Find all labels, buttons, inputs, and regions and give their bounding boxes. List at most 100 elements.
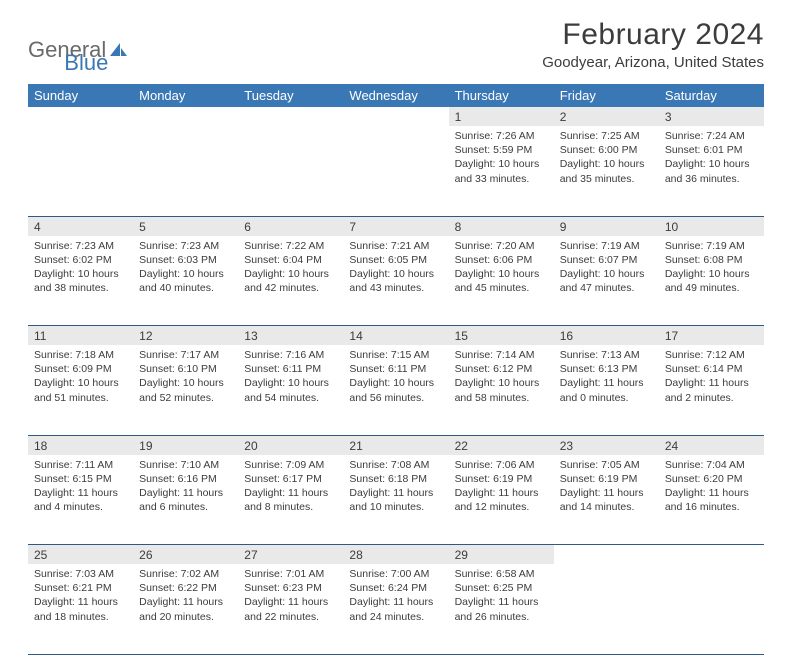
weekday-header: Friday [554,84,659,107]
day-number-cell: 26 [133,545,238,565]
day-info-cell: Sunrise: 7:02 AMSunset: 6:22 PMDaylight:… [133,564,238,654]
header: General Blue February 2024 Goodyear, Ari… [28,18,764,76]
day-info [554,564,659,573]
day-info-cell: Sunrise: 7:16 AMSunset: 6:11 PMDaylight:… [238,345,343,435]
week-info-row: Sunrise: 7:26 AMSunset: 5:59 PMDaylight:… [28,126,764,216]
day-info: Sunrise: 7:14 AMSunset: 6:12 PMDaylight:… [449,345,554,411]
day-info-cell: Sunrise: 7:24 AMSunset: 6:01 PMDaylight:… [659,126,764,216]
weekday-header: Saturday [659,84,764,107]
day-info: Sunrise: 7:24 AMSunset: 6:01 PMDaylight:… [659,126,764,192]
day-number-cell: 16 [554,326,659,346]
day-info-cell: Sunrise: 7:00 AMSunset: 6:24 PMDaylight:… [343,564,448,654]
day-number: 20 [238,436,343,455]
day-number-cell [28,107,133,126]
day-number-cell: 27 [238,545,343,565]
day-number-cell: 7 [343,216,448,236]
day-number-cell [554,545,659,565]
day-number-cell: 23 [554,435,659,455]
week-daynum-row: 11121314151617 [28,326,764,346]
day-info: Sunrise: 7:12 AMSunset: 6:14 PMDaylight:… [659,345,764,411]
day-info-cell [659,564,764,654]
day-number-cell: 20 [238,435,343,455]
day-info-cell: Sunrise: 7:22 AMSunset: 6:04 PMDaylight:… [238,236,343,326]
day-number-cell: 3 [659,107,764,126]
day-number-cell [238,107,343,126]
day-number: 8 [449,217,554,236]
day-info-cell: Sunrise: 7:04 AMSunset: 6:20 PMDaylight:… [659,455,764,545]
day-info-cell: Sunrise: 7:11 AMSunset: 6:15 PMDaylight:… [28,455,133,545]
day-number: 25 [28,545,133,564]
day-info-cell: Sunrise: 6:58 AMSunset: 6:25 PMDaylight:… [449,564,554,654]
day-info: Sunrise: 7:21 AMSunset: 6:05 PMDaylight:… [343,236,448,302]
day-info: Sunrise: 7:15 AMSunset: 6:11 PMDaylight:… [343,345,448,411]
day-number-cell: 5 [133,216,238,236]
day-number: 11 [28,326,133,345]
day-number-cell: 9 [554,216,659,236]
day-info-cell: Sunrise: 7:08 AMSunset: 6:18 PMDaylight:… [343,455,448,545]
day-info: Sunrise: 7:11 AMSunset: 6:15 PMDaylight:… [28,455,133,521]
day-info: Sunrise: 7:06 AMSunset: 6:19 PMDaylight:… [449,455,554,521]
day-number-cell: 18 [28,435,133,455]
day-info: Sunrise: 7:03 AMSunset: 6:21 PMDaylight:… [28,564,133,630]
day-info-cell: Sunrise: 7:15 AMSunset: 6:11 PMDaylight:… [343,345,448,435]
day-number: 28 [343,545,448,564]
day-info-cell: Sunrise: 7:21 AMSunset: 6:05 PMDaylight:… [343,236,448,326]
day-info-cell: Sunrise: 7:12 AMSunset: 6:14 PMDaylight:… [659,345,764,435]
day-number-cell: 12 [133,326,238,346]
day-info-cell [133,126,238,216]
day-info: Sunrise: 7:19 AMSunset: 6:08 PMDaylight:… [659,236,764,302]
weekday-header: Thursday [449,84,554,107]
day-info-cell: Sunrise: 7:25 AMSunset: 6:00 PMDaylight:… [554,126,659,216]
day-number-cell: 21 [343,435,448,455]
day-number: 26 [133,545,238,564]
day-number-cell: 8 [449,216,554,236]
day-number [238,107,343,112]
day-info: Sunrise: 7:04 AMSunset: 6:20 PMDaylight:… [659,455,764,521]
day-info-cell: Sunrise: 7:17 AMSunset: 6:10 PMDaylight:… [133,345,238,435]
logo-text-blue: Blue [64,50,108,76]
day-info: Sunrise: 7:26 AMSunset: 5:59 PMDaylight:… [449,126,554,192]
day-number: 18 [28,436,133,455]
week-info-row: Sunrise: 7:11 AMSunset: 6:15 PMDaylight:… [28,455,764,545]
day-number: 1 [449,107,554,126]
day-info-cell: Sunrise: 7:23 AMSunset: 6:02 PMDaylight:… [28,236,133,326]
day-info: Sunrise: 7:23 AMSunset: 6:02 PMDaylight:… [28,236,133,302]
day-info-cell: Sunrise: 7:26 AMSunset: 5:59 PMDaylight:… [449,126,554,216]
day-info-cell: Sunrise: 7:06 AMSunset: 6:19 PMDaylight:… [449,455,554,545]
page-title: February 2024 [542,18,764,52]
day-info-cell [343,126,448,216]
day-info: Sunrise: 7:17 AMSunset: 6:10 PMDaylight:… [133,345,238,411]
day-number [659,545,764,550]
week-daynum-row: 123 [28,107,764,126]
day-info [28,126,133,135]
day-info: Sunrise: 7:13 AMSunset: 6:13 PMDaylight:… [554,345,659,411]
day-number-cell: 25 [28,545,133,565]
day-number: 12 [133,326,238,345]
day-info-cell: Sunrise: 7:19 AMSunset: 6:07 PMDaylight:… [554,236,659,326]
day-number-cell: 15 [449,326,554,346]
day-info-cell: Sunrise: 7:14 AMSunset: 6:12 PMDaylight:… [449,345,554,435]
logo: General Blue [28,18,108,76]
weekday-header: Monday [133,84,238,107]
day-number: 23 [554,436,659,455]
day-number: 10 [659,217,764,236]
day-number-cell: 29 [449,545,554,565]
day-number-cell: 2 [554,107,659,126]
day-number [343,107,448,112]
day-info [238,126,343,135]
day-number-cell: 14 [343,326,448,346]
day-info [659,564,764,573]
day-number: 19 [133,436,238,455]
day-number-cell: 10 [659,216,764,236]
day-number: 7 [343,217,448,236]
day-info-cell: Sunrise: 7:20 AMSunset: 6:06 PMDaylight:… [449,236,554,326]
day-number: 24 [659,436,764,455]
week-info-row: Sunrise: 7:18 AMSunset: 6:09 PMDaylight:… [28,345,764,435]
day-number: 21 [343,436,448,455]
day-info-cell [28,126,133,216]
day-info-cell: Sunrise: 7:23 AMSunset: 6:03 PMDaylight:… [133,236,238,326]
day-number: 15 [449,326,554,345]
calendar-table: Sunday Monday Tuesday Wednesday Thursday… [28,84,764,655]
day-number: 16 [554,326,659,345]
day-info: Sunrise: 7:08 AMSunset: 6:18 PMDaylight:… [343,455,448,521]
